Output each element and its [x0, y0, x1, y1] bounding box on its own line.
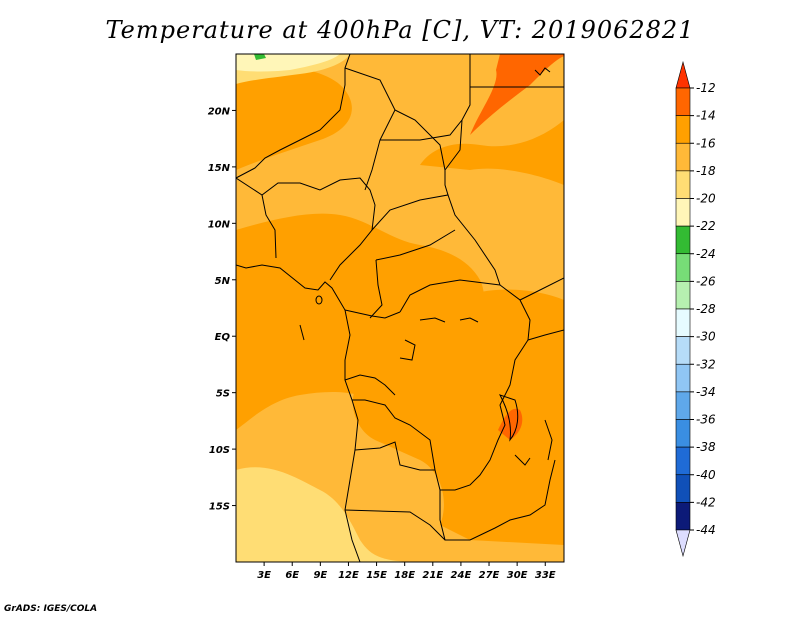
country-borders	[236, 54, 564, 562]
colorbar-label: -34	[696, 385, 716, 399]
colorbar-label: -42	[696, 495, 716, 509]
chart-title: Temperature at 400hPa [C], VT: 201906282…	[105, 16, 695, 44]
colorbar-label: -20	[696, 192, 716, 206]
colorbar-swatch	[675, 391, 691, 420]
lon-tick-label: 15E	[366, 570, 387, 581]
colorbar-label: -36	[696, 413, 716, 427]
colorbar-swatch	[675, 502, 691, 531]
lon-tick-label: 18E	[394, 570, 415, 581]
colorbar-bottom-arrow	[675, 529, 691, 558]
lat-tick-label: 20N	[208, 106, 231, 117]
colorbar-label: -12	[696, 81, 716, 95]
colorbar-label: -30	[696, 330, 716, 344]
lat-tick-label: EQ	[215, 332, 231, 343]
longitude-axis: 3E 6E 9E 12E 15E 18E 21E 24E 27E 30E 33E	[257, 562, 556, 581]
lon-tick-label: 9E	[313, 570, 327, 581]
lat-tick-label: 15N	[208, 163, 231, 174]
colorbar-swatch	[675, 87, 691, 116]
colorbar-swatch	[675, 474, 691, 503]
field-band-minus16-interior	[236, 213, 524, 506]
field-band-minus20	[236, 54, 420, 562]
lon-tick-label: 3E	[257, 570, 271, 581]
colorbar-label: -16	[696, 136, 716, 150]
colorbar-label: -28	[696, 302, 716, 316]
lon-tick-label: 6E	[285, 570, 299, 581]
colorbar-label: -14	[696, 109, 716, 123]
latitude-axis: 20N 15N 10N 5N EQ 5S 10S 15S	[208, 106, 236, 513]
colorbar-label: -22	[696, 219, 716, 233]
lon-tick-label: 21E	[422, 570, 443, 581]
colorbar-label: -24	[696, 247, 716, 261]
colorbar-top-arrow	[675, 60, 691, 89]
colorbar-label: -38	[696, 440, 716, 454]
colorbar-swatch	[675, 115, 691, 144]
lat-tick-label: 5N	[215, 276, 231, 287]
colorbar-swatch	[675, 308, 691, 337]
colorbar-swatch	[675, 198, 691, 227]
colorbar-label: -40	[696, 468, 716, 482]
colorbar-label: -26	[696, 274, 716, 288]
colorbar-label: -44	[696, 523, 716, 537]
colorbar-label: -32	[696, 357, 716, 371]
colorbar-swatch	[675, 253, 691, 282]
colorbar-swatch	[675, 446, 691, 476]
field-band-minus24	[254, 54, 266, 60]
lon-tick-label: 27E	[479, 570, 500, 581]
colorbar-label: -18	[696, 164, 716, 178]
colorbar-swatch	[675, 419, 691, 448]
lat-tick-label: 5S	[216, 389, 230, 400]
colorbar-swatch	[675, 225, 691, 255]
lat-tick-label: 15S	[209, 502, 230, 513]
colorbar-swatch	[675, 363, 691, 393]
lat-tick-label: 10S	[209, 445, 230, 456]
lon-tick-label: 24E	[451, 570, 472, 581]
colorbar-swatch	[675, 170, 691, 199]
colorbar-swatch	[675, 336, 691, 365]
credit-label: GrADS: IGES/COLA	[4, 604, 98, 614]
lon-tick-label: 12E	[338, 570, 359, 581]
colorbar-swatch	[675, 142, 691, 172]
lon-tick-label: 33E	[535, 570, 556, 581]
lon-tick-label: 30E	[507, 570, 528, 581]
lat-tick-label: 10N	[208, 219, 231, 230]
colorbar-swatch	[675, 281, 691, 310]
map-frame	[235, 53, 565, 563]
